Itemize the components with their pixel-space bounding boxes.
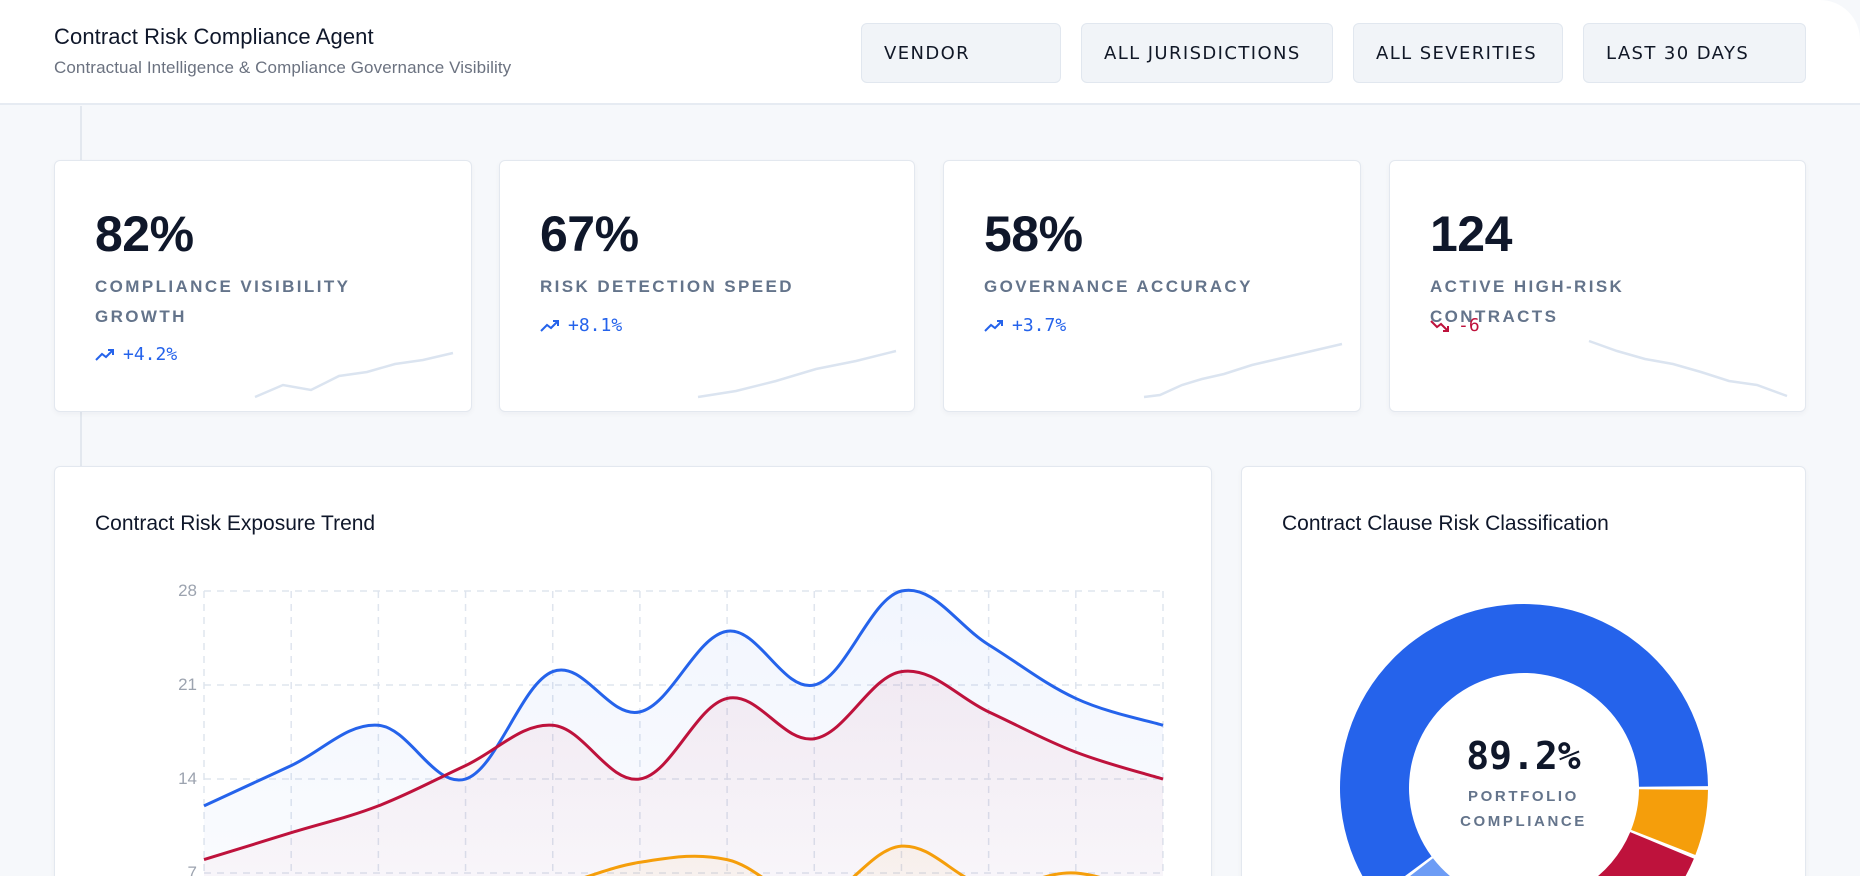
series-line xyxy=(584,844,1101,876)
kpi-label: GOVERNANCE ACCURACY xyxy=(984,277,1253,296)
sparkline-chart xyxy=(1588,339,1788,398)
trending-down-icon xyxy=(1430,319,1449,332)
kpi-value: 124 xyxy=(1430,206,1512,262)
kpi-card-compliance-visibility: 82% COMPLIANCE VISIBILITY GROWTH +4.2% xyxy=(54,160,472,412)
series-area xyxy=(204,671,1163,876)
kpi-value: 67% xyxy=(540,206,639,262)
risk-exposure-trend-panel: Contract Risk Exposure Trend 28 21 14 7 xyxy=(54,466,1212,876)
panel-title: Contract Risk Exposure Trend xyxy=(95,512,376,535)
donut-segment[interactable] xyxy=(1340,604,1708,876)
sparkline-chart xyxy=(254,351,454,399)
y-axis-tick: 28 xyxy=(178,581,197,600)
kpi-card-governance-accuracy: 58% GOVERNANCE ACCURACY +3.7% xyxy=(943,160,1361,412)
vendor-filter[interactable]: VENDOR xyxy=(861,23,1061,83)
kpi-value: 82% xyxy=(95,206,194,262)
kpi-delta: +4.2% xyxy=(95,344,177,365)
jurisdiction-filter-label: ALL JURISDICTIONS xyxy=(1104,42,1301,64)
trending-up-icon xyxy=(95,348,114,361)
date-range-filter[interactable]: LAST 30 DAYS xyxy=(1583,23,1806,83)
donut-segment[interactable] xyxy=(1510,832,1694,876)
sparkline-chart xyxy=(697,349,897,399)
page-header: Contract Risk Compliance Agent Contractu… xyxy=(0,0,1860,105)
kpi-card-risk-detection-speed: 67% RISK DETECTION SPEED +8.1% xyxy=(499,160,915,412)
donut-caption-line2: COMPLIANCE xyxy=(1460,813,1587,830)
trending-up-icon xyxy=(540,319,559,332)
kpi-label: RISK DETECTION SPEED xyxy=(540,277,794,296)
clause-risk-classification-panel: Contract Clause Risk Classification 89.2… xyxy=(1241,466,1806,876)
kpi-delta-value: +4.2% xyxy=(123,344,178,365)
kpi-delta: +3.7% xyxy=(984,315,1066,336)
kpi-label: COMPLIANCE VISIBILITY GROWTH xyxy=(95,277,351,326)
panel-title: Contract Clause Risk Classification xyxy=(1282,512,1609,535)
portfolio-compliance-value: 89.2% xyxy=(1466,734,1581,778)
page-title: Contract Risk Compliance Agent xyxy=(54,24,374,49)
y-axis-tick: 14 xyxy=(178,769,197,788)
kpi-delta-value: -6 xyxy=(1458,315,1480,336)
donut-center-label: 89.2% PORTFOLIO COMPLIANCE xyxy=(1242,734,1805,834)
donut-caption-line1: PORTFOLIO xyxy=(1468,788,1579,805)
series-line xyxy=(203,669,1164,862)
kpi-label: ACTIVE HIGH-RISK CONTRACTS xyxy=(1430,277,1625,326)
date-range-filter-label: LAST 30 DAYS xyxy=(1606,42,1750,64)
kpi-delta: +8.1% xyxy=(540,315,622,336)
trending-up-icon xyxy=(984,319,1003,332)
sparkline-chart xyxy=(1143,342,1343,399)
line-chart xyxy=(203,588,1164,876)
vendor-filter-label: VENDOR xyxy=(884,42,971,64)
y-axis-tick: 21 xyxy=(178,675,197,694)
kpi-card-active-high-risk-contracts: 124 ACTIVE HIGH-RISK CONTRACTS -6 xyxy=(1389,160,1806,412)
kpi-delta: -6 xyxy=(1430,315,1480,336)
jurisdiction-filter[interactable]: ALL JURISDICTIONS xyxy=(1081,23,1333,83)
series-line xyxy=(203,588,1164,808)
kpi-value: 58% xyxy=(984,206,1083,262)
kpi-delta-value: +8.1% xyxy=(568,315,623,336)
severity-filter-label: ALL SEVERITIES xyxy=(1376,42,1538,64)
series-area xyxy=(589,846,1095,876)
kpi-delta-value: +3.7% xyxy=(1012,315,1067,336)
severity-filter[interactable]: ALL SEVERITIES xyxy=(1353,23,1563,83)
donut-segment[interactable] xyxy=(1631,789,1708,856)
donut-chart xyxy=(1340,604,1708,876)
donut-segment[interactable] xyxy=(1378,858,1512,876)
y-axis-tick: 7 xyxy=(187,863,197,876)
page-subtitle: Contractual Intelligence & Compliance Go… xyxy=(54,58,512,77)
